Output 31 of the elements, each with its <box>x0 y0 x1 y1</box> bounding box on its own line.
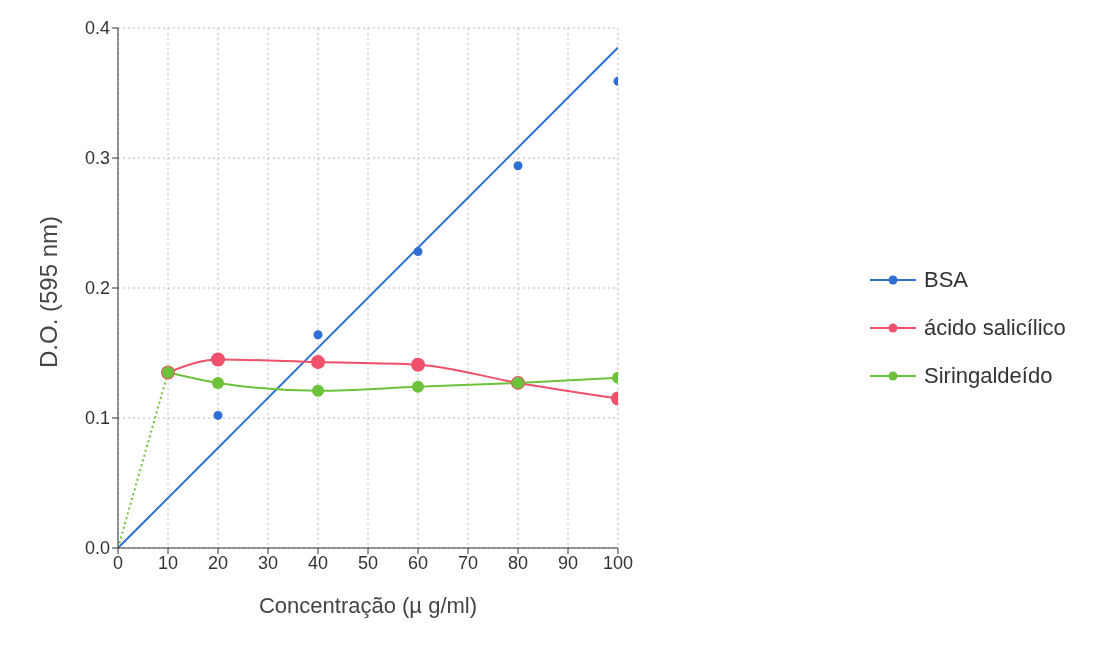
x-tick-label: 10 <box>157 552 179 573</box>
y-tick-label: 0.3 <box>84 148 110 169</box>
x-axis-title: Concentração (µ g/ml) <box>258 593 478 618</box>
x-tick-label: 90 <box>557 552 579 573</box>
point <box>513 161 523 171</box>
x-tick-label: 100 <box>602 552 634 573</box>
x-tick-label: 30 <box>257 552 279 573</box>
x-tick-label: 80 <box>507 552 529 573</box>
point <box>312 384 324 397</box>
y-tick-label: 0.0 <box>84 538 110 559</box>
x-tick-label: 70 <box>457 552 479 573</box>
legend-label: Siringaldeído <box>924 363 1053 389</box>
x-tick-label: 20 <box>207 552 229 573</box>
point <box>411 357 425 372</box>
y-tick-label: 0.2 <box>84 278 110 299</box>
point <box>212 376 224 389</box>
x-tick-label: 50 <box>357 552 379 573</box>
point <box>213 410 223 420</box>
y-axis-title: D.O. (595 nm) <box>34 215 62 368</box>
point <box>412 380 424 393</box>
y-tick-label: 0.1 <box>84 408 110 429</box>
point <box>311 355 325 370</box>
legend-label: BSA <box>924 267 969 293</box>
point <box>413 247 423 257</box>
legend-label: ácido salicílico <box>924 315 1066 341</box>
x-tick-label: 40 <box>307 552 329 573</box>
point <box>211 352 225 367</box>
point <box>313 330 323 340</box>
x-tick-label: 60 <box>407 552 429 573</box>
y-tick-label: 0.4 <box>84 18 110 39</box>
x-tick-label: 0 <box>112 552 124 573</box>
